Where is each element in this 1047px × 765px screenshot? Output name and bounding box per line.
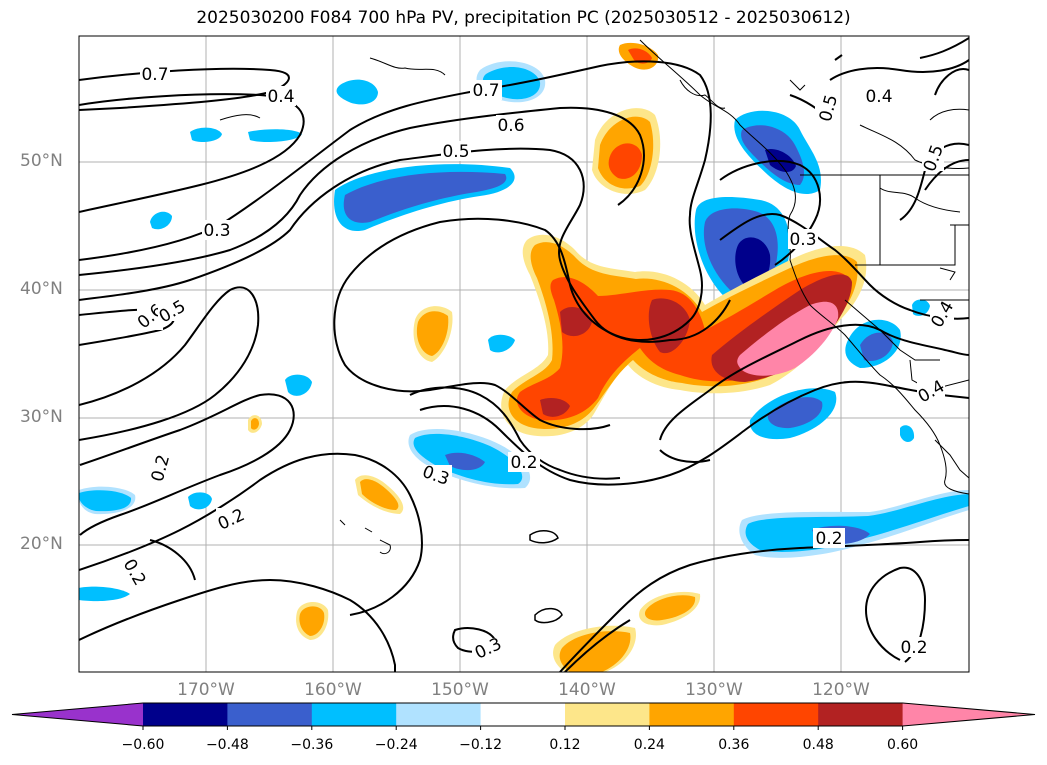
colorbar-extend-high [902, 703, 1035, 726]
colorbar-tick-label: 0.48 [802, 737, 834, 753]
colorbar-extend-low [12, 703, 143, 726]
colorbar-tick-label: −0.48 [205, 737, 249, 753]
colorbar-tick-label: 0.36 [718, 737, 750, 753]
contour-label: 0.3 [789, 230, 816, 250]
lat-label: 50°N [20, 151, 63, 171]
lat-label: 30°N [20, 407, 63, 427]
contour-label: 0.2 [900, 638, 927, 658]
contour-label: 0.6 [497, 116, 524, 136]
map-title: 2025030200 F084 700 hPa PV, precipitatio… [196, 8, 851, 28]
colorbar-tick-label: 0.60 [887, 737, 919, 753]
contour-label: 0.2 [815, 529, 842, 549]
lat-label: 20°N [20, 534, 63, 554]
lat-label: 40°N [20, 279, 63, 299]
lon-label: 170°W [177, 680, 235, 700]
contour-label: 0.7 [472, 81, 499, 101]
contour-label: 0.7 [141, 65, 168, 85]
colorbar-segment [143, 703, 228, 726]
contour-label: 0.4 [865, 87, 892, 107]
colorbar-segment [733, 703, 819, 726]
colorbar-tick-label: −0.60 [121, 737, 165, 753]
contour-label: 0.2 [510, 453, 537, 473]
contour-labels: 0.7 0.4 0.7 0.6 0.5 0.5 0.4 0.5 0.3 0.3 … [119, 64, 958, 664]
lon-label: 120°W [812, 680, 870, 700]
colorbar-segment [818, 703, 904, 726]
colorbar-segment [649, 703, 735, 726]
colorbar-segment [227, 703, 313, 726]
lon-label: 150°W [431, 680, 489, 700]
colorbar-tick-label: 0.24 [633, 737, 665, 753]
colorbar-tick-label: −0.24 [374, 737, 418, 753]
contour-label: 0.3 [203, 221, 230, 241]
positive-anomaly-shading [248, 42, 867, 672]
colorbar [11, 702, 1036, 730]
colorbar-tick-label: −0.12 [459, 737, 503, 753]
colorbar-tick-label: −0.36 [290, 737, 334, 753]
map-frame [78, 35, 970, 673]
colorbar-tick-label: 0.12 [549, 737, 581, 753]
colorbar-segment [396, 703, 482, 726]
colorbar-segment [565, 703, 650, 726]
lon-label: 130°W [685, 680, 743, 700]
colorbar-segment [480, 703, 566, 726]
contour-label: 0.5 [442, 142, 469, 162]
lon-label: 140°W [558, 680, 616, 700]
lon-label: 160°W [304, 680, 362, 700]
colorbar-segment [311, 703, 397, 726]
contour-label: 0.4 [267, 87, 294, 107]
